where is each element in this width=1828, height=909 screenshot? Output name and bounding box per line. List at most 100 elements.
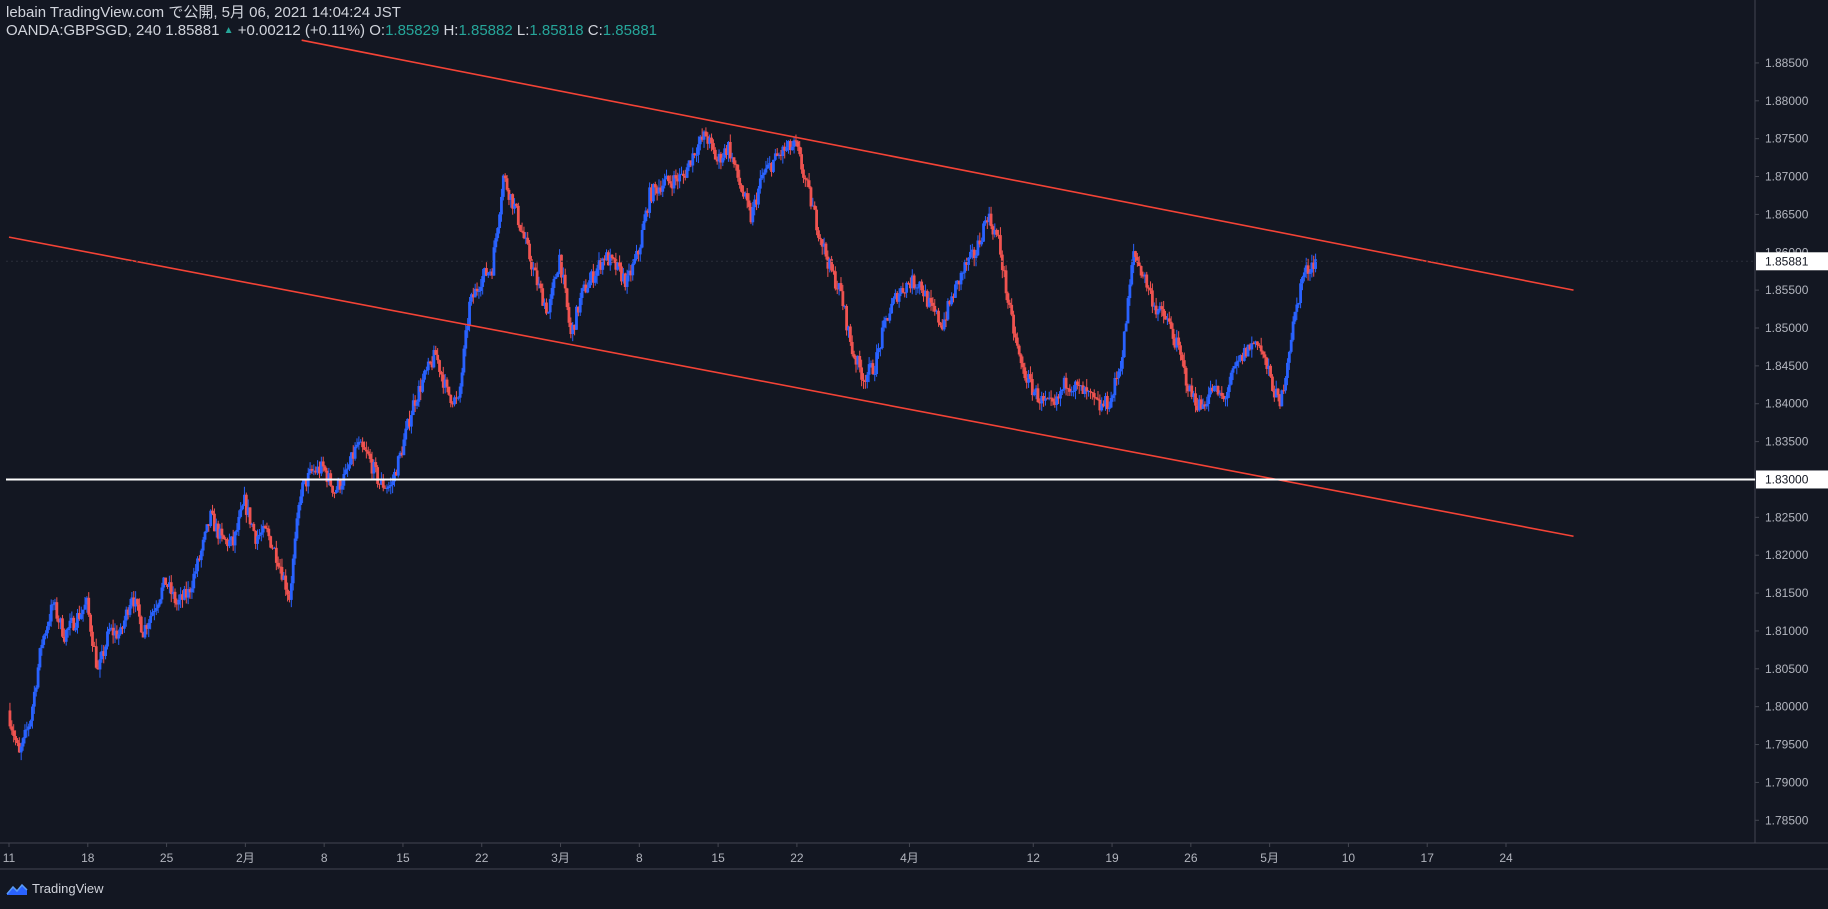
candle-down [931,302,935,306]
candle-up [53,602,57,605]
candle-down [376,467,380,484]
candle-down [820,239,824,247]
candle-up [764,168,768,173]
candle-up [762,172,766,175]
candle-up [46,626,49,634]
candle-up [847,326,850,331]
candle-down [1085,387,1089,392]
candle-up [627,270,631,276]
candle-up [723,148,727,158]
candle-up [1132,251,1136,266]
time-tick-label: 5月 [1260,851,1279,865]
candle-down [137,604,141,617]
candle-down [331,485,334,493]
candle-up [877,348,880,353]
time-tick-label: 2月 [236,851,255,865]
candle-up [698,136,702,145]
candle-down [451,403,455,405]
candle-down [96,667,100,670]
candle-down [10,726,14,731]
time-tick-label: 19 [1105,851,1119,865]
candle-up [47,621,51,627]
candle-up [21,738,25,747]
candle-up [237,516,241,530]
candle-up [1060,389,1064,392]
publish-info: lebain TradingView.com で公開, 5月 06, 2021 … [6,4,401,21]
candle-up [301,482,304,497]
candle-down [1145,274,1149,288]
candle-up [680,173,683,175]
candle-up [1209,387,1212,395]
candle-down [254,530,258,544]
candle-down [222,535,226,540]
candle-up [1044,398,1047,401]
candle-up [417,385,421,402]
candle-up [1055,396,1059,405]
candle-up [143,625,147,638]
candle-down [863,380,867,382]
candle-down [655,187,659,194]
candle-up [961,272,965,274]
candle-up [708,137,712,144]
candle-down [854,357,858,365]
candle-down [175,603,179,605]
candle-up [346,468,350,470]
time-tick-label: 18 [81,851,95,865]
candle-down [184,588,188,598]
candle-down [419,385,423,392]
candle-up [974,255,978,259]
candle-down [809,187,813,207]
candle-up [398,452,402,457]
candle-down [569,322,573,335]
candle-down [818,237,822,240]
time-tick-label: 15 [711,851,725,865]
candle-up [51,604,55,606]
candle-down [676,178,680,182]
candle-up [130,597,134,605]
candle-down [1259,345,1263,352]
candle-up [751,207,755,223]
drawings[interactable] [6,39,1755,538]
candle-up [98,659,102,670]
time-axis[interactable]: 11 18 25 2月 8 15 22 3月 8 15 22 4月 12 19 26 5月 10 17 24 [3,843,1513,865]
candle-up [183,588,186,600]
candle-up [59,618,62,623]
candle-down [710,137,713,144]
candle-down [1244,348,1248,357]
candle-down [920,281,924,291]
candle-up [192,573,196,589]
candle-down [850,341,854,355]
candle-up [1304,265,1308,273]
candle-down [139,616,143,633]
candle-down [211,510,214,514]
candle-up [1072,390,1075,392]
price-tick-label: 1.79500 [1765,738,1809,752]
candle-up [927,297,931,307]
candle-up [509,194,513,200]
candle-up [500,196,503,215]
candle-up [460,372,464,387]
candle-up [963,262,967,273]
candle-up [1205,404,1209,407]
candle-down [1017,345,1021,355]
price-tick-label: 1.88500 [1765,56,1809,70]
candle-up [1201,404,1205,409]
candle-up [100,651,104,660]
candle-down [381,479,385,488]
candle-up [1087,391,1091,393]
candle-up [49,604,53,622]
candle-down [274,547,278,563]
candle-down [173,591,177,604]
close-label: C: [587,22,603,39]
symbol-label[interactable]: OANDA:GBPSGD, 240 [6,22,162,39]
candle-down [770,163,773,172]
candle-down [796,141,800,147]
candle-down [912,275,916,289]
price-axis[interactable]: 1.885001.880001.875001.870001.865001.860… [1755,56,1828,827]
candle-up [1124,323,1128,332]
candle-down [1049,397,1053,399]
candle-up [1299,283,1302,304]
candle-down [1092,393,1096,398]
price-tick-label: 1.79000 [1765,775,1809,789]
